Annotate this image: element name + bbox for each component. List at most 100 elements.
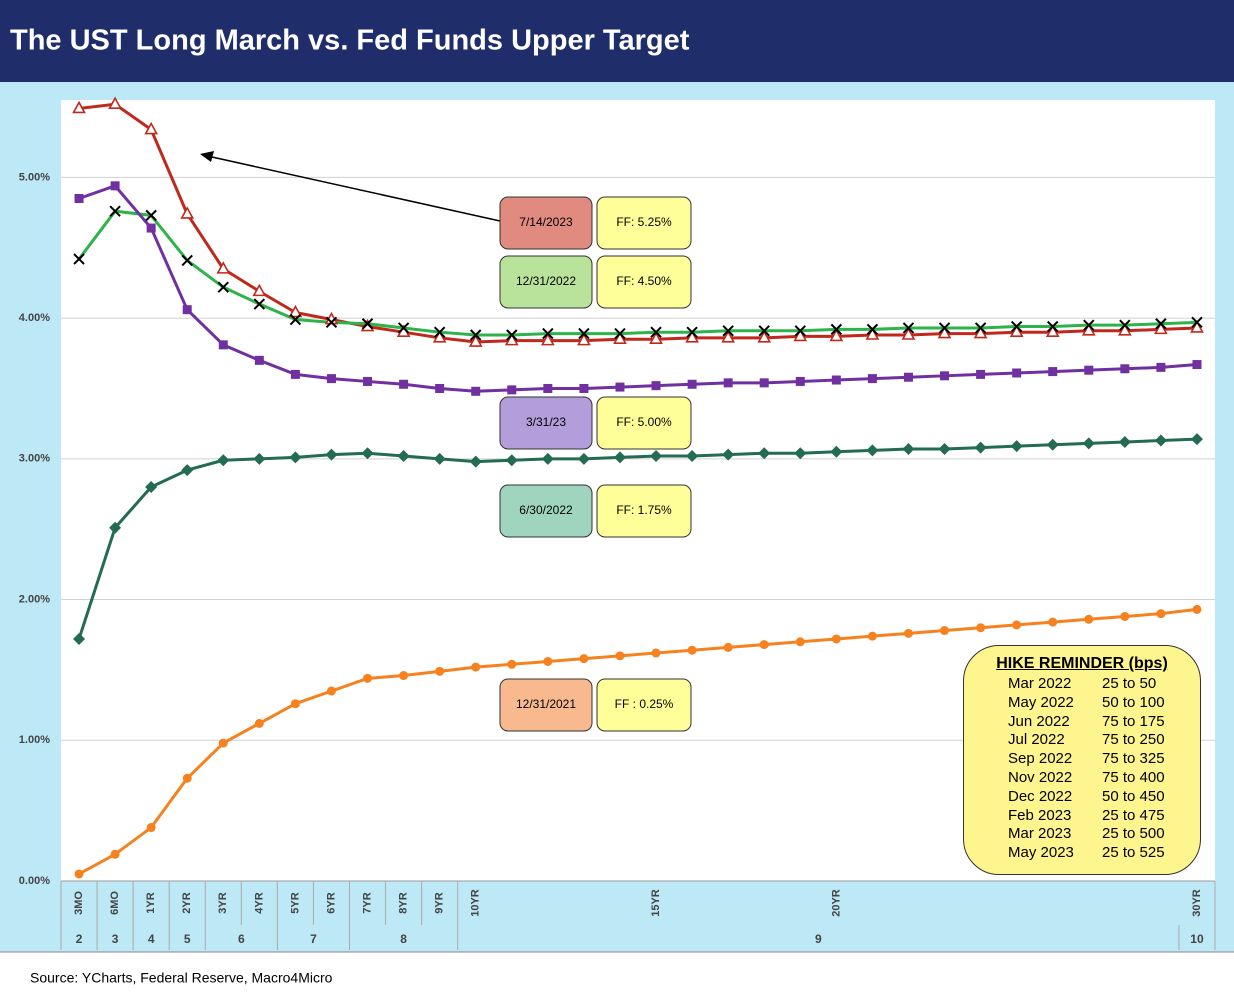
marker — [253, 298, 266, 310]
marker — [687, 645, 697, 655]
marker — [435, 383, 445, 393]
hike-date: Nov 2022 — [1008, 768, 1073, 786]
hike-row: Mar 2022 25 to 50 — [964, 675, 1200, 694]
x-tick-label: 30YR — [1191, 889, 1203, 917]
hike-date: May 2023 — [1008, 844, 1074, 862]
marker — [866, 444, 879, 457]
hike-date: Feb 2023 — [1008, 806, 1072, 824]
chart-title: The UST Long March vs. Fed Funds Upper T… — [10, 25, 690, 57]
marker — [145, 480, 158, 493]
marker — [1119, 319, 1131, 331]
hike-date: Sep 2022 — [1008, 750, 1073, 768]
marker — [146, 823, 156, 833]
marker — [1190, 320, 1204, 333]
marker — [1117, 323, 1132, 336]
hike-row: May 2023 25 to 525 — [964, 844, 1200, 863]
x-group-label: 7 — [310, 932, 317, 946]
marker — [1154, 321, 1168, 335]
marker — [976, 369, 986, 379]
ff-box — [596, 396, 692, 450]
marker — [73, 253, 85, 265]
marker — [1120, 611, 1130, 621]
marker — [110, 849, 120, 859]
x-group-label: 2 — [76, 932, 83, 946]
hike-reminder: HIKE REMINDER (bps) Mar 2022 25 to 50 May … — [963, 645, 1201, 875]
marker — [902, 322, 915, 334]
marker — [181, 464, 194, 477]
ff-label: FF: 1.75% — [616, 503, 672, 517]
series-line — [78, 184, 1198, 393]
x-tick-label: 7YR — [361, 892, 373, 913]
x-group-label: 9 — [815, 932, 822, 946]
x-tick-label: 1YR — [145, 892, 157, 913]
marker — [468, 334, 483, 347]
marker — [290, 369, 300, 379]
marker — [433, 326, 446, 338]
marker — [1120, 364, 1130, 374]
marker — [938, 322, 951, 334]
marker — [361, 447, 374, 460]
y-tick-label: 4.00% — [19, 312, 50, 324]
x-group-label: 6 — [238, 932, 245, 946]
marker — [1118, 435, 1131, 448]
marker — [722, 325, 734, 337]
series-line — [78, 607, 1198, 876]
marker — [794, 325, 806, 337]
marker — [577, 452, 590, 465]
marker — [687, 379, 697, 389]
annotation-arrow — [211, 156, 501, 222]
x-tick-label: 6YR — [325, 892, 337, 913]
marker — [397, 322, 410, 334]
ff-box — [596, 678, 692, 732]
marker — [1012, 368, 1022, 378]
marker — [903, 372, 913, 382]
marker — [290, 699, 300, 709]
legend-box — [499, 196, 593, 250]
marker — [146, 223, 156, 233]
marker — [289, 313, 302, 326]
marker — [72, 100, 86, 114]
hike-amount: 75 to 250 — [1102, 731, 1165, 749]
marker — [1156, 362, 1166, 372]
ff-label: FF: 5.25% — [616, 215, 672, 229]
hike-amount: 25 to 475 — [1102, 806, 1165, 824]
marker — [794, 447, 807, 460]
marker — [73, 632, 86, 645]
marker — [721, 330, 736, 343]
marker — [469, 455, 482, 468]
series-line — [77, 209, 1198, 337]
marker — [326, 686, 336, 696]
legend-box — [499, 678, 593, 732]
marker — [650, 326, 662, 338]
marker — [829, 328, 844, 342]
marker — [1012, 620, 1022, 630]
x-tick-label: 2YR — [181, 892, 193, 913]
marker — [110, 181, 120, 191]
marker — [685, 330, 699, 343]
legend-label: 7/14/2023 — [519, 215, 573, 229]
marker — [758, 447, 771, 460]
marker — [974, 441, 987, 454]
marker — [253, 452, 266, 465]
marker — [217, 281, 229, 293]
marker — [1190, 433, 1203, 446]
y-tick-label: 1.00% — [19, 734, 50, 746]
marker — [866, 323, 879, 336]
marker — [723, 642, 733, 652]
marker — [182, 305, 192, 315]
marker — [974, 322, 987, 334]
marker — [363, 673, 373, 683]
marker — [181, 254, 193, 267]
legend-label: 12/31/2021 — [516, 697, 576, 711]
marker — [686, 326, 698, 338]
marker — [976, 623, 986, 633]
x-group-label: 3 — [112, 932, 119, 946]
marker — [795, 376, 805, 386]
marker — [1192, 360, 1202, 370]
marker — [757, 330, 772, 343]
x-tick-label: 3YR — [217, 892, 229, 913]
hike-row: May 2022 50 to 100 — [964, 694, 1200, 713]
marker — [363, 376, 373, 386]
marker — [505, 454, 518, 467]
marker — [1082, 437, 1095, 450]
